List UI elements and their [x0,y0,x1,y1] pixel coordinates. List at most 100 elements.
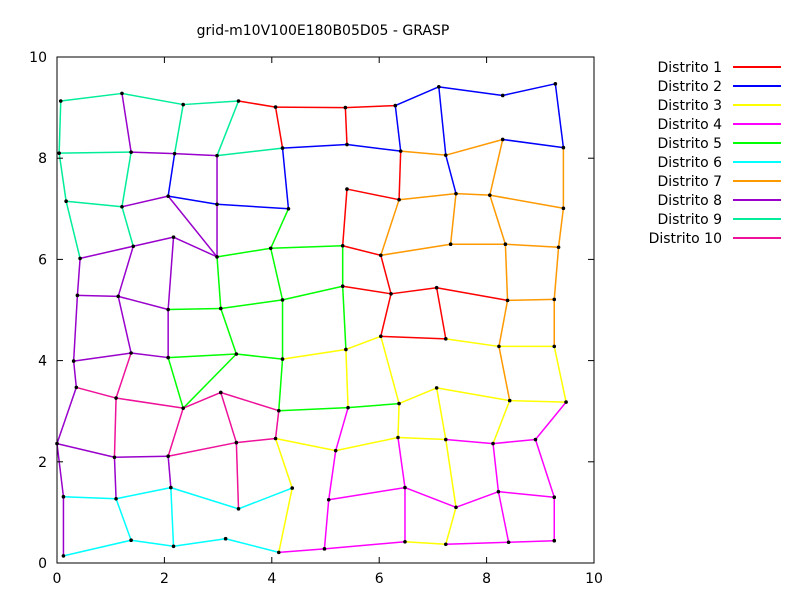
series-5-edge [269,248,284,301]
series-1-edge [380,255,392,295]
series-9-edge [58,100,62,154]
axes-layer: 0 2 4 6 8 10 0 2 4 6 8 10 [29,50,603,587]
series-10-edge [115,397,184,409]
vertex-point [236,99,241,103]
series-4-edge [278,548,325,554]
series-10-edge [167,407,184,457]
vertex-point [215,202,219,207]
vertex-point [564,400,568,404]
vertex-point [533,437,538,442]
series-9-edge [59,151,132,154]
vertex-point [345,187,349,191]
chart-title: grid-m10V100E180B05D05 - GRASP [197,23,450,39]
vertex-point [496,489,501,494]
series-3-edge [275,437,336,452]
legend-label: Distrito 4 [657,117,722,133]
series-4-edge [534,401,567,441]
vertex-point [112,455,117,460]
series-8-edge [121,195,169,208]
series-8-edge [167,456,172,488]
x-tick-label: 0 [53,571,62,587]
series-4-edge [508,539,555,544]
series-2 [167,83,565,210]
series-4 [278,401,567,554]
vertex-point [61,494,66,499]
vertex-point [236,507,241,511]
series-9-edge [183,100,239,106]
series-9-edge [65,201,81,259]
y-tick-label: 0 [38,556,47,572]
series-5-edge [282,285,343,301]
series-2-edge [438,86,503,97]
series-2-edge [346,143,401,152]
vertex-point [120,91,124,96]
series-5-edge [270,208,290,249]
series-7-edge [489,194,507,245]
legend-label: Distrito 7 [657,174,722,190]
series-10-edge [235,442,240,509]
series-6-edge [115,486,171,500]
vertex-point [74,385,79,390]
vertex-point [434,285,439,290]
series-4-edge [498,490,555,498]
vertex-point [276,550,281,555]
vertex-point [280,298,285,302]
vertex-point [505,298,510,303]
series-8-edge [131,352,169,359]
series-8-edge [117,296,132,354]
vertex-point [234,352,239,356]
vertex-point [434,386,439,390]
series-9-edge [121,152,132,207]
series-7-edge [449,193,457,245]
vertex-point [166,194,170,198]
series-10-edge [236,437,276,444]
x-tick-label: 10 [585,571,603,587]
series-8-edge [167,237,175,310]
series-7 [380,138,565,401]
series-2-edge [216,203,289,210]
series-6-edge [115,498,132,541]
vertex-point [61,554,66,558]
series-3-edge [445,338,500,348]
series-1-edge [380,293,392,337]
series-3-edge [509,399,567,403]
vertex-point [506,540,511,545]
vertex-point [273,105,278,109]
x-tick-label: 2 [160,571,169,587]
vertex-point [223,536,228,541]
vertex-point [276,408,281,413]
vertex-point [58,99,63,103]
series-1-edge [342,285,392,295]
series-2-edge [281,148,290,209]
vertex-point [500,137,505,142]
series-2-edge [445,154,457,194]
vertex-point [120,204,124,209]
series-7-edge [445,138,503,156]
vertex-point [129,351,133,355]
series-1-edge [436,286,508,302]
vertex-point [561,145,566,150]
series-2-edge [554,83,565,148]
series-8-edge [56,387,78,444]
legend-label: Distrito 10 [649,231,722,247]
series-1-edge [390,286,437,295]
legend-label: Distrito 9 [657,212,722,228]
series-8-edge [121,93,132,153]
vertex-point [71,359,76,363]
vertex-point [171,235,176,239]
series-4-edge [328,486,406,501]
vertex-point [114,496,118,501]
vertex-point [344,347,348,352]
series-10-edge [168,441,237,457]
vertex-point [443,337,448,341]
edges-layer [56,83,567,557]
series-1-edge [435,287,447,339]
vertex-point [131,244,136,249]
series-10-edge [76,386,117,399]
y-tick-label: 2 [38,455,47,471]
vertex-point [218,306,223,311]
series-9-edge [173,104,184,154]
series-3-edge [278,487,293,553]
vertex-point [340,284,345,289]
